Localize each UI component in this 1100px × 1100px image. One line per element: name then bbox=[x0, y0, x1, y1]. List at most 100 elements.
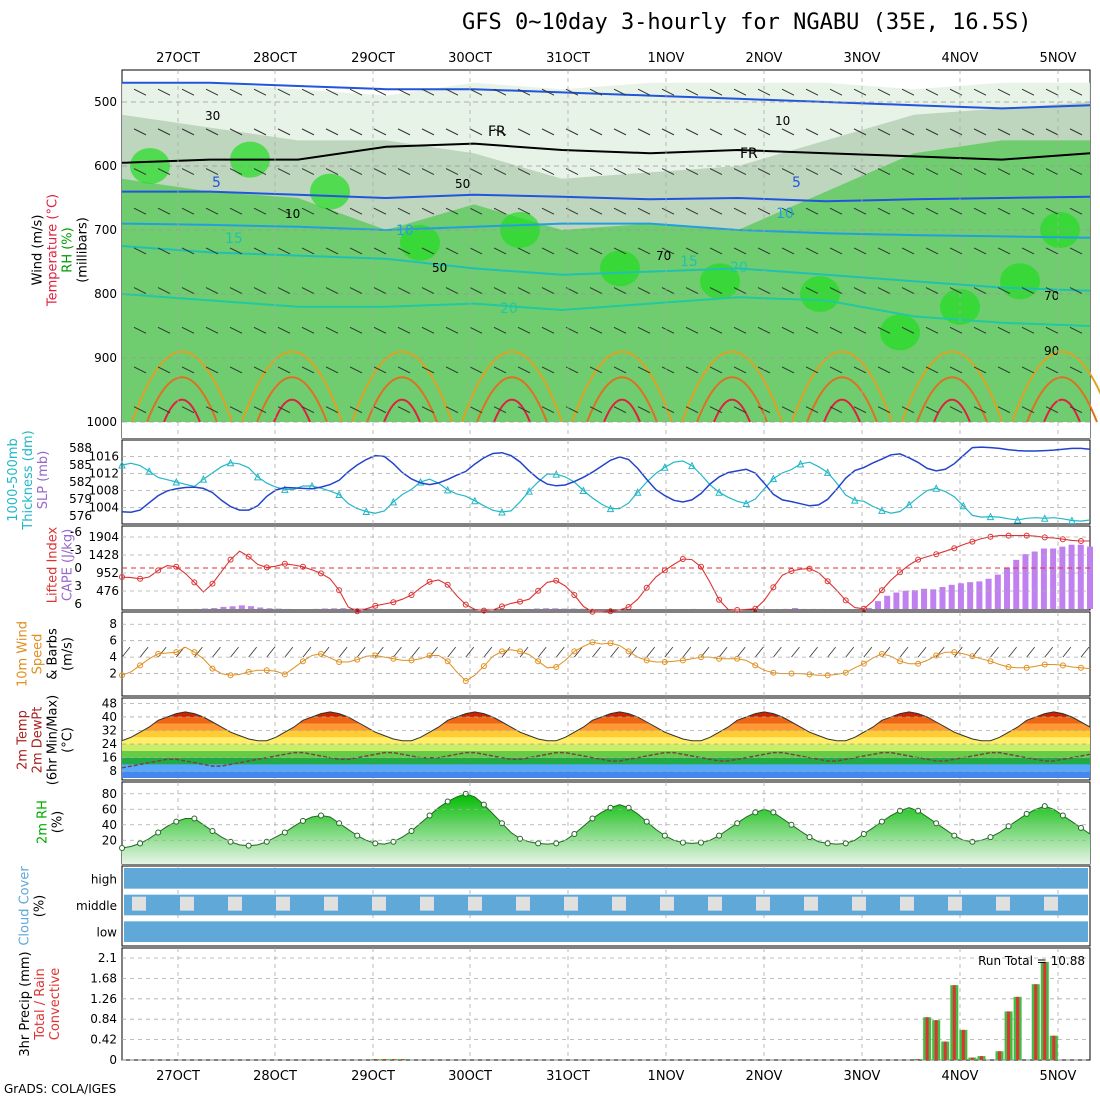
upper-wind-barb bbox=[325, 168, 339, 176]
upper-wind-barb bbox=[205, 287, 219, 295]
rh2m-marker bbox=[281, 829, 288, 836]
upper-wind-barb bbox=[1069, 287, 1083, 295]
temp-stripe-0 bbox=[122, 771, 1090, 778]
surface-wind-barb bbox=[718, 646, 728, 658]
lifted-marker bbox=[480, 607, 487, 614]
surface-wind-barb bbox=[501, 646, 511, 658]
upper-wind-barb bbox=[637, 247, 651, 255]
thick-ytick-3: 585 bbox=[69, 458, 92, 472]
lifted-marker bbox=[770, 584, 777, 591]
rh2m-marker bbox=[987, 834, 994, 841]
rh-ytick-3: 80 bbox=[102, 787, 117, 801]
rh2m-marker bbox=[245, 842, 252, 849]
upper-wind-barb bbox=[757, 207, 771, 215]
surface-wind-barb bbox=[465, 646, 475, 658]
upper-wind-barb bbox=[301, 326, 315, 334]
isotherm-label-2: 10 bbox=[396, 223, 414, 239]
upper-wind-barb bbox=[1045, 406, 1059, 414]
date-bottom-1NOV: 1NOV bbox=[648, 1069, 685, 1084]
upper-wind-barb bbox=[733, 207, 747, 215]
temp-stripe-4 bbox=[122, 744, 1090, 751]
upper-wind-barb bbox=[517, 247, 531, 255]
upper-wind-barb bbox=[613, 88, 627, 96]
upper-wind-barb bbox=[517, 287, 531, 295]
lifted-marker bbox=[137, 575, 144, 582]
surface-wind-barb bbox=[953, 646, 963, 658]
upper-wind-barb bbox=[301, 207, 315, 215]
upper-wind-barb bbox=[133, 366, 147, 374]
rh2m-marker bbox=[318, 812, 325, 819]
wind10-marker bbox=[137, 662, 144, 669]
upper-wind-barb bbox=[901, 207, 915, 215]
temp-stripe-8 bbox=[122, 716, 1090, 724]
surface-wind-barb bbox=[827, 646, 836, 658]
wind10-marker bbox=[390, 655, 397, 662]
precip-bar-rain bbox=[943, 1041, 947, 1060]
upper-wind-barb bbox=[277, 247, 291, 255]
upper-wind-barb bbox=[997, 326, 1011, 334]
cape-bar bbox=[939, 587, 946, 609]
cape-bar bbox=[331, 608, 338, 609]
cloud-gap bbox=[420, 896, 434, 911]
upper-wind-barb bbox=[445, 128, 459, 136]
upper-wind-barb bbox=[901, 247, 915, 255]
upper-wind-barb bbox=[973, 366, 987, 374]
wind10-marker bbox=[281, 671, 288, 678]
slp-line bbox=[121, 446, 1091, 513]
lifted-marker bbox=[553, 577, 560, 584]
upper-wind-barb bbox=[469, 287, 483, 295]
temp-ylabel-line-2: (6hr Min/Max) bbox=[46, 695, 61, 785]
lifted-marker bbox=[498, 603, 505, 610]
upper-wind-barb bbox=[685, 366, 699, 374]
lifted-marker bbox=[951, 545, 958, 552]
rh2m-marker bbox=[679, 839, 686, 846]
wind10-marker bbox=[517, 648, 524, 655]
upper-wind-barb bbox=[637, 88, 651, 96]
isotherm-30-arch-0 bbox=[146, 376, 218, 423]
lifted-marker bbox=[191, 579, 198, 586]
cape-ytick-0: 476 bbox=[96, 584, 119, 598]
surface-wind-barb bbox=[393, 646, 402, 658]
surface-wind-barb bbox=[320, 646, 330, 658]
surface-wind-barb bbox=[284, 646, 294, 658]
upper-wind-barb bbox=[541, 366, 555, 374]
temp-ylabel: 2m Temp 2m DewPt (6hr Min/Max) (°C) bbox=[16, 695, 76, 785]
upper-wind-barb bbox=[949, 247, 963, 255]
lifted-marker bbox=[263, 564, 270, 571]
rh2m-marker bbox=[951, 832, 958, 839]
precip-ytick-0: 0 bbox=[109, 1053, 117, 1067]
lifted-marker bbox=[1023, 532, 1030, 539]
upper-wind-barb bbox=[925, 366, 939, 374]
upper-wind-barb bbox=[1021, 326, 1035, 334]
upper-wind-barb bbox=[661, 88, 675, 96]
ua-ytick-2: 700 bbox=[94, 223, 117, 237]
upper-wind-barb bbox=[421, 366, 435, 374]
upper-wind-barb bbox=[709, 88, 723, 96]
surface-wind-barb bbox=[646, 646, 656, 658]
cloud-gap bbox=[804, 896, 818, 911]
wind10-marker bbox=[878, 650, 885, 657]
upper-wind-barb bbox=[517, 207, 531, 215]
thickness-marker bbox=[606, 504, 615, 513]
lifted-marker bbox=[969, 538, 976, 545]
precip-ytick-1: 0.42 bbox=[90, 1033, 117, 1047]
rh2m-marker bbox=[643, 818, 650, 825]
wind10-marker bbox=[480, 663, 487, 670]
surface-wind-barb bbox=[628, 646, 637, 658]
date-bottom-27OCT: 27OCT bbox=[156, 1069, 200, 1084]
rh2m-marker bbox=[878, 818, 885, 825]
cape-bar bbox=[552, 608, 559, 609]
date-top-30OCT: 30OCT bbox=[448, 51, 492, 66]
lifted-marker bbox=[390, 599, 397, 606]
upper-wind-barb bbox=[229, 287, 243, 295]
upper-wind-barb bbox=[397, 247, 411, 255]
rh-cell-5 bbox=[600, 250, 640, 287]
upper-wind-barb bbox=[733, 128, 747, 136]
slp-ytick-0: 1004 bbox=[88, 501, 119, 515]
upper-wind-barb bbox=[469, 128, 483, 136]
lifted-marker bbox=[245, 553, 252, 560]
upper-wind-barb bbox=[349, 287, 363, 295]
temp-ytick-4: 40 bbox=[102, 710, 117, 724]
date-top-31OCT: 31OCT bbox=[546, 51, 590, 66]
upper-wind-barb bbox=[589, 168, 603, 176]
